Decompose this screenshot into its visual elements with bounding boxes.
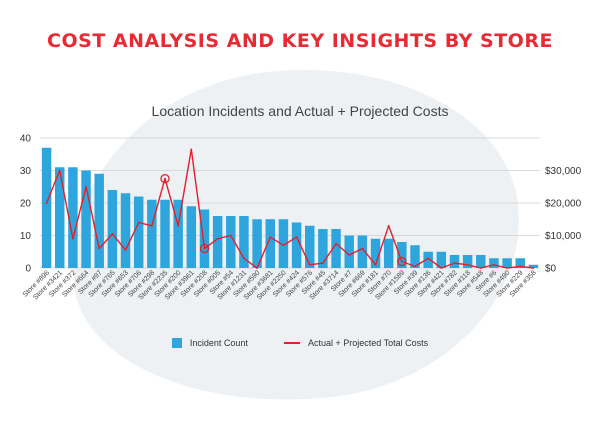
chart-title: Location Incidents and Actual + Projecte… <box>151 103 449 119</box>
legend-bar-swatch <box>171 338 182 348</box>
cost-point <box>269 236 272 239</box>
bar <box>528 264 539 268</box>
legend-label-incidents: Incident Count <box>189 338 248 348</box>
bar <box>305 225 315 268</box>
bar <box>41 147 52 268</box>
bar <box>55 167 65 268</box>
cost-point <box>295 236 298 239</box>
right-axis-tick-label: $0 <box>545 264 557 275</box>
cost-point <box>190 148 193 151</box>
right-axis-tick-label: $10,000 <box>545 231 582 242</box>
cost-point <box>387 224 390 227</box>
cost-point <box>282 244 285 247</box>
legend: Incident Count Actual + Projected Total … <box>0 338 600 348</box>
cost-point <box>374 263 377 266</box>
cost-point <box>466 263 469 266</box>
cost-point <box>427 257 430 260</box>
bar <box>147 199 157 268</box>
bar <box>94 173 104 268</box>
cost-point <box>348 254 351 256</box>
bar <box>397 242 407 268</box>
cost-point <box>256 267 259 269</box>
bar <box>212 216 223 268</box>
cost-point <box>45 202 48 204</box>
cost-point <box>58 169 61 172</box>
left-axis-tick-label: 30 <box>20 166 32 177</box>
cost-point <box>493 263 495 266</box>
cost-point <box>335 242 337 245</box>
page-title: COST ANALYSIS AND KEY INSIGHTS BY STORE <box>47 30 553 52</box>
highlight-marker <box>160 173 170 184</box>
cost-point <box>216 237 219 240</box>
cost-point <box>150 224 153 227</box>
cost-point <box>229 234 232 237</box>
left-axis-tick-label: 10 <box>20 231 32 242</box>
bar <box>107 190 118 268</box>
cost-point <box>164 177 166 180</box>
legend-label-costs: Actual + Projected Total Costs <box>307 338 429 348</box>
bar <box>186 206 197 268</box>
bar <box>199 209 210 268</box>
bar <box>331 229 341 268</box>
bar <box>449 255 460 268</box>
right-axis-tick-label: $30,000 <box>545 166 582 177</box>
highlight-marker <box>199 243 210 254</box>
bar <box>81 170 91 268</box>
cost-point <box>243 257 245 260</box>
bar <box>120 193 131 268</box>
cost-point <box>532 267 535 269</box>
cost-point <box>98 247 101 250</box>
cost-point <box>506 267 509 269</box>
bar <box>344 235 354 268</box>
cost-point <box>203 247 206 250</box>
cost-point <box>479 267 482 269</box>
cost-point <box>85 185 87 188</box>
bar <box>68 167 78 268</box>
legend-item-incidents: Incident Count <box>171 338 248 348</box>
cost-point <box>321 262 324 265</box>
left-axis-tick-label: 40 <box>20 134 32 145</box>
cost-point <box>519 265 522 268</box>
cost-point <box>308 263 311 266</box>
cost-point <box>124 249 127 252</box>
bar <box>436 251 447 268</box>
bar <box>239 216 249 268</box>
legend-line-swatch <box>283 342 300 344</box>
bar <box>462 255 473 268</box>
bar <box>226 216 236 268</box>
bar <box>291 222 302 268</box>
cost-point <box>111 232 114 235</box>
cost-point <box>400 260 403 263</box>
bar <box>423 251 433 268</box>
cost-point <box>440 267 443 269</box>
bar <box>160 199 170 268</box>
bar <box>476 255 486 268</box>
cost-point <box>453 262 456 265</box>
bar <box>383 238 394 268</box>
bar <box>278 219 289 268</box>
left-axis-tick-label: 0 <box>25 264 31 275</box>
cost-point <box>71 237 74 240</box>
bar <box>410 245 420 268</box>
cost-point <box>177 224 180 227</box>
legend-item-costs: Actual + Projected Total Costs <box>283 338 429 348</box>
bar <box>265 219 275 268</box>
bar <box>318 229 328 268</box>
bar <box>133 196 144 268</box>
bar <box>370 238 381 268</box>
cost-point <box>137 221 140 224</box>
cost-point <box>414 265 416 268</box>
left-axis-tick-label: 20 <box>20 199 32 210</box>
right-axis-tick-label: $20,000 <box>545 199 582 210</box>
bar <box>502 258 512 268</box>
bar <box>489 258 499 268</box>
cost-point <box>361 247 364 250</box>
bar <box>357 235 368 268</box>
bar <box>252 219 262 268</box>
highlight-marker <box>397 256 407 267</box>
bar <box>173 199 183 268</box>
bar <box>515 258 525 268</box>
cost-line <box>45 148 534 269</box>
